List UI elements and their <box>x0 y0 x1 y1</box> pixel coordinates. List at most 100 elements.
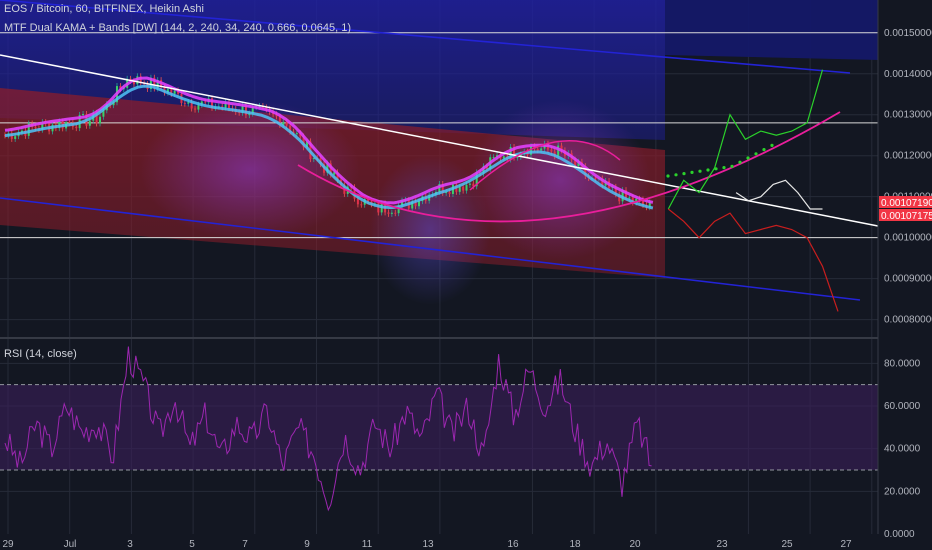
candle-body <box>367 199 370 202</box>
volatility-glow <box>470 100 650 260</box>
candle-body <box>166 89 169 93</box>
candle-body <box>550 149 553 152</box>
x-tick-label: 9 <box>304 539 310 550</box>
rsi-band-fill <box>0 384 878 470</box>
volatility-glow <box>140 100 360 240</box>
candle-body <box>241 105 244 113</box>
candle-body <box>519 154 522 157</box>
projection-dot <box>706 168 710 172</box>
candle-body <box>204 101 207 103</box>
candle-body <box>560 145 563 151</box>
x-tick-label: 25 <box>781 539 793 550</box>
candle-body <box>502 156 505 159</box>
candle-body <box>594 177 597 179</box>
candle-body <box>88 120 91 126</box>
candle-body <box>278 116 281 125</box>
y-tick-label: 0.00080000 <box>884 315 932 326</box>
candle-body <box>285 122 288 126</box>
candle-body <box>200 101 203 105</box>
x-tick-label: 27 <box>840 539 852 550</box>
projection-dot <box>690 170 694 174</box>
x-tick-label: 18 <box>569 539 581 550</box>
candle-body <box>509 147 512 160</box>
candle-body <box>414 201 417 207</box>
indicator-title: MTF Dual KAMA + Bands [DW] (144, 2, 240,… <box>4 22 351 34</box>
candle-body <box>513 147 516 158</box>
candle-body <box>516 156 519 158</box>
candle-body <box>194 108 197 110</box>
candle-body <box>394 212 397 214</box>
x-tick-label: 7 <box>242 539 248 550</box>
candle-body <box>492 157 495 159</box>
candle-body <box>411 201 414 209</box>
candle-body <box>282 122 285 125</box>
candle-body <box>584 166 587 177</box>
y-tick-label: 0.00120000 <box>884 151 932 162</box>
x-tick-label: 5 <box>189 539 195 550</box>
rsi-tick-label: 80.0000 <box>884 358 921 369</box>
price-tag-label: 0.00107190 <box>881 198 932 209</box>
rsi-title: RSI (14, close) <box>4 348 77 360</box>
candle-body <box>41 122 44 130</box>
cup-arc <box>297 111 841 223</box>
candle-body <box>112 102 115 106</box>
price-tag-label: 0.00107175 <box>881 211 932 222</box>
candle-body <box>4 135 6 137</box>
handle-arc <box>469 140 621 191</box>
projection-dot <box>666 174 670 178</box>
candle-body <box>95 112 98 124</box>
candle-body <box>418 201 421 207</box>
candle-body <box>227 102 230 109</box>
candle-body <box>302 136 305 148</box>
forecast-down-line <box>667 208 839 312</box>
x-tick-label: 23 <box>716 539 728 550</box>
x-tick-label: 13 <box>422 539 434 550</box>
candle-body <box>458 186 461 192</box>
projection-dot <box>730 164 734 168</box>
candle-body <box>183 103 186 105</box>
candle-body <box>275 114 278 117</box>
candle-body <box>628 197 631 199</box>
candle-body <box>82 114 85 116</box>
y-tick-label: 0.00100000 <box>884 233 932 244</box>
candle-body <box>557 145 560 157</box>
candle-body <box>648 202 651 208</box>
projection-dot <box>770 143 774 147</box>
candle-body <box>197 104 200 110</box>
candle-body <box>289 125 292 132</box>
y-tick-label: 0.00150000 <box>884 28 932 39</box>
projection-dot <box>682 172 686 176</box>
candle-body <box>462 186 465 191</box>
candle-body <box>224 102 227 108</box>
candle-body <box>119 86 122 90</box>
projection-dot <box>698 169 702 173</box>
candle-body <box>153 77 156 89</box>
candle-body <box>312 158 315 160</box>
rsi-tick-label: 20.0000 <box>884 486 921 497</box>
candle-body <box>244 105 247 116</box>
candle-body <box>258 105 261 107</box>
candle-body <box>187 102 190 104</box>
candle-body <box>577 161 580 166</box>
candle-body <box>377 203 380 213</box>
x-tick-label: Jul <box>64 539 77 550</box>
candle-body <box>472 183 475 187</box>
candle-body <box>441 183 444 193</box>
candle-body <box>211 98 214 108</box>
trend-line <box>0 54 879 227</box>
candle-body <box>574 159 577 166</box>
candle-body <box>149 77 152 89</box>
candle-body <box>468 183 471 185</box>
candle-body <box>295 133 298 135</box>
y-tick-label: 0.00090000 <box>884 274 932 285</box>
projection-dot <box>722 166 726 170</box>
rsi-tick-label: 60.0000 <box>884 401 921 412</box>
candle-body <box>14 136 17 139</box>
candle-body <box>68 122 71 124</box>
candle-body <box>173 90 176 94</box>
rsi-line <box>4 346 652 512</box>
candle-body <box>390 212 393 214</box>
candle-body <box>34 126 37 129</box>
candle-body <box>75 126 78 129</box>
candle-body <box>170 89 173 94</box>
